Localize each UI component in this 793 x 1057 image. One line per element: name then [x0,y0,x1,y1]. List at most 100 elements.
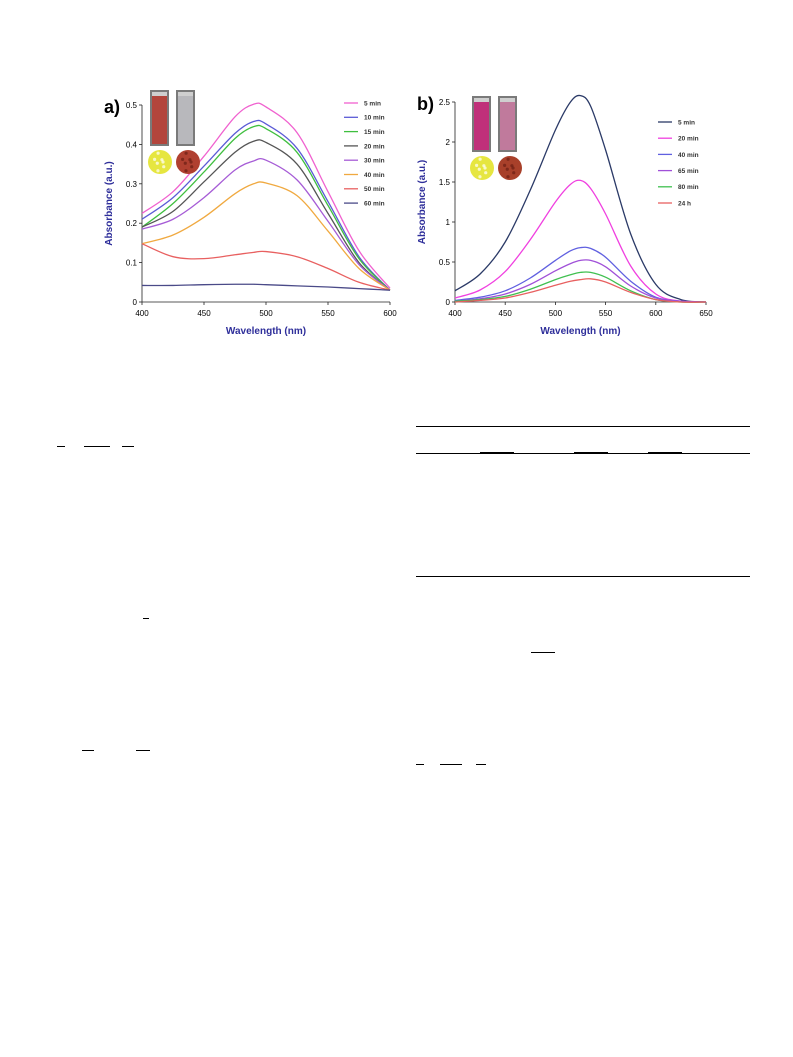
y-tick-label: 0.1 [126,259,138,268]
y-tick-label: 0.4 [126,140,138,149]
legend-label: 60 min [364,201,385,208]
powder-grain-icon [156,151,160,155]
powder-grain-icon [482,164,486,168]
y-tick-label: 1 [446,218,451,227]
powder-sample-icon [470,156,494,180]
powder-grain-icon [510,164,514,168]
fraction-bar [82,750,94,751]
series-line [454,94,707,303]
series-line [141,124,391,291]
vial-solution-icon [178,96,193,144]
series-line [454,246,707,303]
table-col-mark-1 [480,452,514,454]
series-line [454,179,707,303]
powder-grain-icon [505,167,509,171]
powder-grain-icon [184,169,188,173]
legend-label: 15 min [364,129,385,136]
vial-cap-icon [474,98,489,102]
chart-panel-a: a) 400 450 500 550 600 0 0.1 0.2 0.3 0.4 0.5 Wavelen… [104,90,397,337]
powder-grain-icon [181,157,185,161]
table-col-mark-3 [648,452,682,454]
legend-label: 30 min [364,158,385,165]
legend-label: 65 min [678,168,699,175]
series-line [141,139,391,291]
table-top-rule [416,426,750,427]
fraction-bar [531,652,555,653]
panel-label: a) [104,97,120,117]
series-line [454,271,707,303]
legend-label: 40 min [364,172,385,179]
x-axis-title: Wavelength (nm) [226,326,306,337]
fraction-bar [416,764,424,765]
x-tick-label: 550 [321,309,335,318]
powder-sample-icon [176,150,200,174]
powder-grain-icon [506,157,510,161]
y-tick-label: 0.3 [126,180,138,189]
powder-grain-icon [512,171,516,175]
powder-grain-icon [478,175,482,179]
y-tick-label: 2.5 [439,98,451,107]
fraction-bar [122,446,134,447]
powder-grain-icon [183,161,187,165]
powder-grain-icon [478,157,482,161]
y-tick-label: 0.2 [126,219,138,228]
powder-sample-icon [498,156,522,180]
vial-solution-icon [500,102,515,150]
x-tick-label: 450 [197,309,211,318]
table-col-mark-2 [574,452,608,454]
series-line [454,259,707,303]
powder-grain-icon [160,158,164,162]
series-line [141,119,391,291]
legend-label: 40 min [678,152,699,159]
vial-solution-icon [152,96,167,144]
y-axis-title: Absorbance (a.u.) [417,160,428,244]
x-tick-label: 600 [383,309,397,318]
y-tick-label: 1.5 [439,178,451,187]
x-tick-label: 450 [499,309,513,318]
powder-grain-icon [503,163,507,167]
legend-label: 5 min [678,119,695,126]
y-tick-label: 0.5 [439,258,451,267]
powder-grain-icon [162,165,166,169]
chart-panel-b: b) 400 450 500 550 600 650 0 0.5 1 1.5 2 2.5 Waveleng… [417,94,713,337]
x-tick-label: 400 [448,309,462,318]
powder-grain-icon [153,157,157,161]
powder-grain-icon [184,151,188,155]
vial-solution-icon [474,102,489,150]
x-tick-label: 650 [699,309,713,318]
y-axis-title: Absorbance (a.u.) [104,161,115,245]
x-tick-label: 500 [549,309,563,318]
series-line [141,181,391,291]
powder-grain-icon [506,175,510,179]
powder-grain-icon [156,169,160,173]
powder-grain-icon [188,158,192,162]
vial-cap-icon [178,92,193,96]
panel-label: b) [417,94,434,114]
legend-label: 20 min [364,143,385,150]
y-tick-label: 0 [446,298,451,307]
x-tick-label: 550 [599,309,613,318]
x-tick-label: 500 [259,309,273,318]
powder-grain-icon [484,171,488,175]
legend-label: 80 min [678,184,699,191]
y-tick-label: 2 [446,138,451,147]
y-tick-label: 0.5 [126,101,138,110]
x-axis-title: Wavelength (nm) [540,326,620,337]
vial-cap-icon [500,98,515,102]
fraction-bar [476,764,486,765]
x-tick-label: 400 [135,309,149,318]
x-tick-label: 600 [649,309,663,318]
fraction-bar [84,446,110,447]
powder-grain-icon [475,163,479,167]
legend-label: 24 h [678,200,691,207]
series-line [141,243,391,291]
fraction-bar [440,764,462,765]
powder-grain-icon [477,167,481,171]
fraction-bar [57,446,65,447]
legend-label: 10 min [364,115,385,122]
legend-label: 50 min [364,186,385,193]
powder-sample-icon [148,150,172,174]
fraction-bar [143,618,149,619]
legend-label: 5 min [364,100,381,107]
series-line [141,157,391,291]
